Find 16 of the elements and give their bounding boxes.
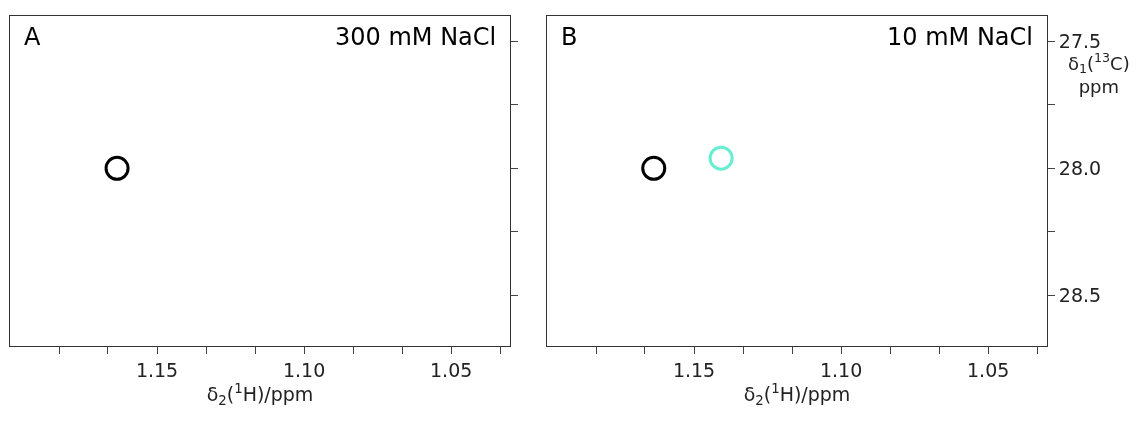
- x-tick-label: 1.05: [430, 358, 473, 381]
- annotation: 300 mM NaCl: [335, 23, 497, 51]
- y-tick-label: 27.5: [1058, 30, 1102, 53]
- x-axis-title: δ$_{2}$($^{1}$H)/ppm: [206, 380, 314, 408]
- y-tick-label: 28.0: [1058, 156, 1102, 179]
- y-axis-title: δ$_{1}$($^{13}$C) ppm: [1068, 50, 1130, 97]
- x-tick-label: 1.10: [819, 358, 863, 381]
- annotation: B: [561, 23, 578, 51]
- y-tick-label: 28.5: [1058, 283, 1102, 306]
- annotation: A: [24, 23, 41, 51]
- x-tick-label: 1.10: [282, 358, 326, 381]
- x-axis-title: δ$_{2}$($^{1}$H)/ppm: [743, 380, 851, 408]
- annotation: 10 mM NaCl: [887, 23, 1033, 51]
- x-tick-label: 1.05: [967, 358, 1010, 381]
- x-tick-label: 1.15: [672, 358, 716, 381]
- x-tick-label: 1.15: [135, 358, 179, 381]
